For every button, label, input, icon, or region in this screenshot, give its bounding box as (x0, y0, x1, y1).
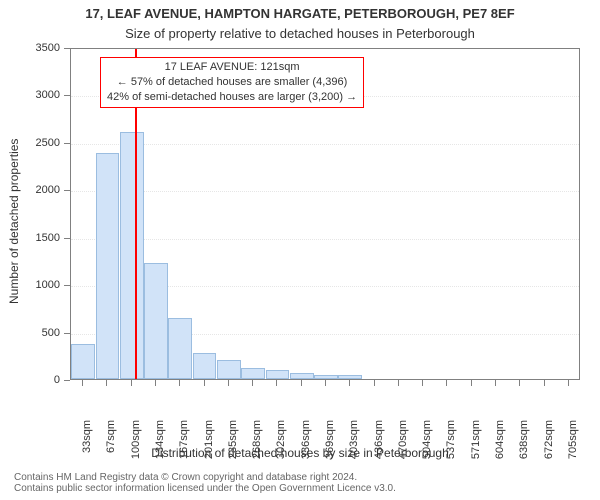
x-tick-label: 470sqm (397, 420, 409, 475)
x-tick (301, 380, 302, 386)
footer-line-2: Contains public sector information licen… (14, 483, 396, 494)
x-tick-label: 436sqm (373, 420, 385, 475)
x-tick (374, 380, 375, 386)
x-tick (106, 380, 107, 386)
x-tick-label: 302sqm (275, 420, 287, 475)
x-tick-label: 201sqm (203, 420, 215, 475)
histogram-bar (217, 360, 241, 379)
x-tick (228, 380, 229, 386)
x-tick (276, 380, 277, 386)
histogram-bar (290, 373, 314, 379)
gridline (71, 144, 579, 145)
histogram-bar (168, 318, 192, 379)
x-tick-label: 100sqm (130, 420, 142, 475)
x-tick (179, 380, 180, 386)
x-tick-label: 167sqm (178, 420, 190, 475)
gridline (71, 191, 579, 192)
y-axis-label: Number of detached properties (7, 139, 21, 304)
x-tick (82, 380, 83, 386)
y-tick-label: 1000 (36, 279, 60, 291)
x-tick-label: 33sqm (81, 420, 93, 475)
x-tick (446, 380, 447, 386)
histogram-bar (193, 353, 217, 379)
chart-title-line1: 17, LEAF AVENUE, HAMPTON HARGATE, PETERB… (0, 6, 600, 21)
x-tick (252, 380, 253, 386)
y-tick-label: 2500 (36, 137, 60, 149)
x-tick-label: 403sqm (348, 420, 360, 475)
y-tick-label: 0 (54, 374, 60, 386)
x-tick-label: 537sqm (445, 420, 457, 475)
histogram-bar (266, 370, 290, 379)
y-tick (64, 333, 70, 334)
x-tick-label: 134sqm (154, 420, 166, 475)
callout-line-2: ← 57% of detached houses are smaller (4,… (107, 75, 357, 90)
chart-title-line2: Size of property relative to detached ho… (0, 26, 600, 41)
x-tick (398, 380, 399, 386)
y-tick-label: 1500 (36, 232, 60, 244)
histogram-bar (241, 368, 265, 379)
chart-container: 17, LEAF AVENUE, HAMPTON HARGATE, PETERB… (0, 0, 600, 500)
x-tick-label: 504sqm (421, 420, 433, 475)
histogram-bar (144, 263, 168, 379)
gridline (71, 239, 579, 240)
x-tick-label: 604sqm (494, 420, 506, 475)
y-tick (64, 95, 70, 96)
x-tick (325, 380, 326, 386)
x-tick-label: 235sqm (227, 420, 239, 475)
footer-attribution: Contains HM Land Registry data © Crown c… (14, 472, 396, 494)
x-tick-label: 638sqm (518, 420, 530, 475)
x-tick-label: 369sqm (324, 420, 336, 475)
y-tick (64, 380, 70, 381)
histogram-bar (71, 344, 95, 379)
y-tick (64, 48, 70, 49)
callout-line-1: 17 LEAF AVENUE: 121sqm (107, 60, 357, 75)
histogram-bar (120, 132, 144, 379)
y-tick (64, 238, 70, 239)
y-tick-label: 2000 (36, 184, 60, 196)
x-tick (131, 380, 132, 386)
x-tick-label: 672sqm (543, 420, 555, 475)
x-tick (495, 380, 496, 386)
x-tick (519, 380, 520, 386)
callout-line-3: 42% of semi-detached houses are larger (… (107, 90, 357, 105)
x-tick (568, 380, 569, 386)
histogram-bar (96, 153, 120, 379)
x-tick (349, 380, 350, 386)
y-tick (64, 285, 70, 286)
histogram-bar (338, 375, 362, 379)
marker-callout: 17 LEAF AVENUE: 121sqm ← 57% of detached… (100, 57, 364, 108)
y-tick-label: 3000 (36, 89, 60, 101)
x-tick-label: 67sqm (105, 420, 117, 475)
x-tick-label: 268sqm (251, 420, 263, 475)
y-tick-label: 3500 (36, 42, 60, 54)
x-tick (155, 380, 156, 386)
y-tick (64, 190, 70, 191)
histogram-bar (314, 375, 338, 379)
y-tick-label: 500 (42, 327, 60, 339)
x-tick (471, 380, 472, 386)
x-tick-label: 336sqm (300, 420, 312, 475)
y-tick (64, 143, 70, 144)
x-tick (544, 380, 545, 386)
x-tick (204, 380, 205, 386)
x-tick (422, 380, 423, 386)
x-tick-label: 705sqm (567, 420, 579, 475)
x-tick-label: 571sqm (470, 420, 482, 475)
